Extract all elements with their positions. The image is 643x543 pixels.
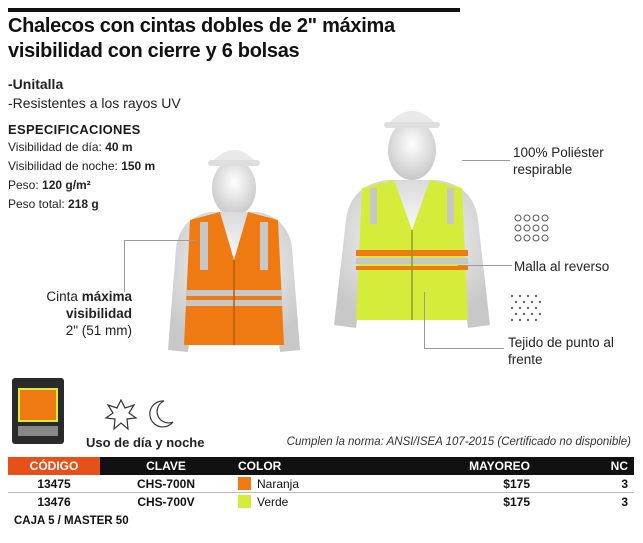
spec-day: Visibilidad de día: 40 m <box>8 140 133 154</box>
col-mayoreo: MAYOREO <box>374 457 536 475</box>
callout-line-material <box>462 160 510 161</box>
callout-line-knit-v <box>424 292 425 348</box>
cell-clave: CHS-700V <box>137 494 195 509</box>
table-header-row: CÓDIGO CLAVE COLOR MAYOREO NC <box>8 457 634 475</box>
cell-color: Verde <box>232 493 374 511</box>
page-title: Chalecos con cintas dobles de 2" máxima … <box>8 15 395 62</box>
table-row: 13476 CHS-700V Verde $175 3 <box>8 493 634 511</box>
cell-nc: 3 <box>621 494 628 509</box>
bullet-uv: -Resistentes a los rayos UV <box>8 95 181 111</box>
callout-knit: Tejido de punto al frente <box>508 335 614 367</box>
spec-night: Visibilidad de noche: 150 m <box>8 159 156 173</box>
table-row: 13475 CHS-700N Naranja $175 3 <box>8 475 634 493</box>
product-illustration <box>168 111 490 352</box>
box-info: CAJA 5 / MASTER 50 <box>14 515 129 527</box>
callout-line-mesh <box>458 265 512 266</box>
sun-icon <box>104 398 138 431</box>
bullet-unitalla: -Unitalla <box>8 76 64 92</box>
day-night-label: Uso de día y noche <box>86 435 205 450</box>
cell-clave: CHS-700N <box>100 475 232 493</box>
cell-code: 13475 <box>8 475 100 493</box>
cell-price: $175 <box>374 475 536 493</box>
mannequin-yellow <box>334 111 490 328</box>
cell-price: $175 <box>503 494 530 509</box>
knit-icon <box>510 294 542 322</box>
col-color: COLOR <box>232 457 374 475</box>
col-code: CÓDIGO <box>8 457 100 475</box>
spec-weight: Peso: 120 g/m² <box>8 178 91 192</box>
cell-code: 13476 <box>37 494 71 509</box>
color-swatch <box>238 494 251 508</box>
callout-tape: Cinta máxima visibilidad 2" (51 mm) <box>46 289 132 338</box>
mesh-icon <box>514 214 549 242</box>
moon-icon <box>149 400 174 428</box>
specs-heading: ESPECIFICACIONES <box>8 122 141 137</box>
col-nc: NC <box>536 457 634 475</box>
spec-total-weight: Peso total: 218 g <box>8 197 99 211</box>
mannequin-orange <box>168 150 300 352</box>
col-clave: CLAVE <box>100 457 232 475</box>
callout-material: 100% Poliéster respirable <box>513 145 604 177</box>
title-rule <box>8 8 460 12</box>
callout-line-knit-h <box>424 348 504 349</box>
product-table: CÓDIGO CLAVE COLOR MAYOREO NC 13475 CHS-… <box>8 457 634 510</box>
package-image <box>12 378 64 444</box>
color-swatch <box>238 476 251 490</box>
callout-line-tape-v <box>124 240 125 292</box>
norm-text: Cumplen la norma: ANSI/ISEA 107-2015 (Ce… <box>286 436 631 448</box>
callout-mesh: Malla al reverso <box>514 259 610 274</box>
cell-color: Naranja <box>232 475 374 493</box>
cell-nc: 3 <box>536 475 634 493</box>
callout-line-tape-h <box>124 240 196 241</box>
